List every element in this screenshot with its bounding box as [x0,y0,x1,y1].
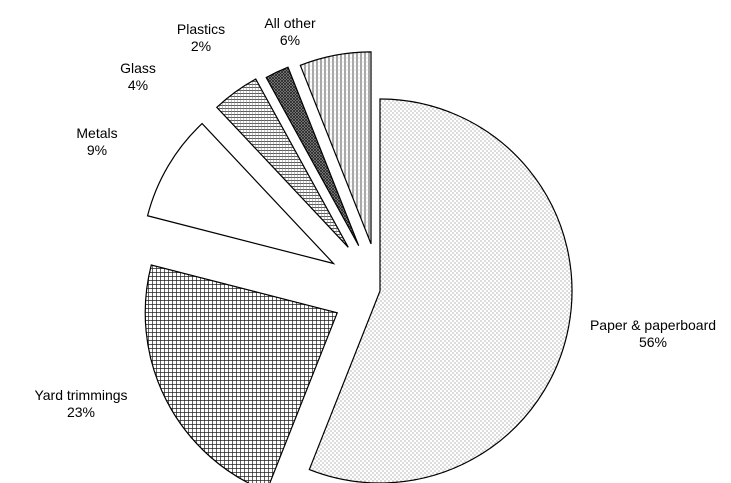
slice-value-glass: 4% [128,77,148,93]
slice-label-plastics: Plastics [177,21,225,37]
slice-yard-trimmings [144,264,339,483]
slice-value-plastics: 2% [191,38,211,54]
slice-value-yard-trimmings: 23% [67,404,95,420]
slice-all-other [299,51,372,245]
slice-label-paper-paperboard: Paper & paperboard [590,317,716,333]
slice-label-all-other: All other [264,15,316,31]
slice-label-metals: Metals [76,125,117,141]
slice-value-all-other: 6% [280,32,300,48]
pie-slices [144,51,573,483]
slice-value-paper-paperboard: 56% [639,334,667,350]
slice-label-yard-trimmings: Yard trimmings [34,387,127,403]
slice-glass [215,78,349,248]
slice-paper-paperboard [308,98,573,483]
slice-metals [146,122,336,265]
slice-plastics [265,66,360,247]
slice-label-glass: Glass [120,60,156,76]
slice-value-metals: 9% [87,142,107,158]
